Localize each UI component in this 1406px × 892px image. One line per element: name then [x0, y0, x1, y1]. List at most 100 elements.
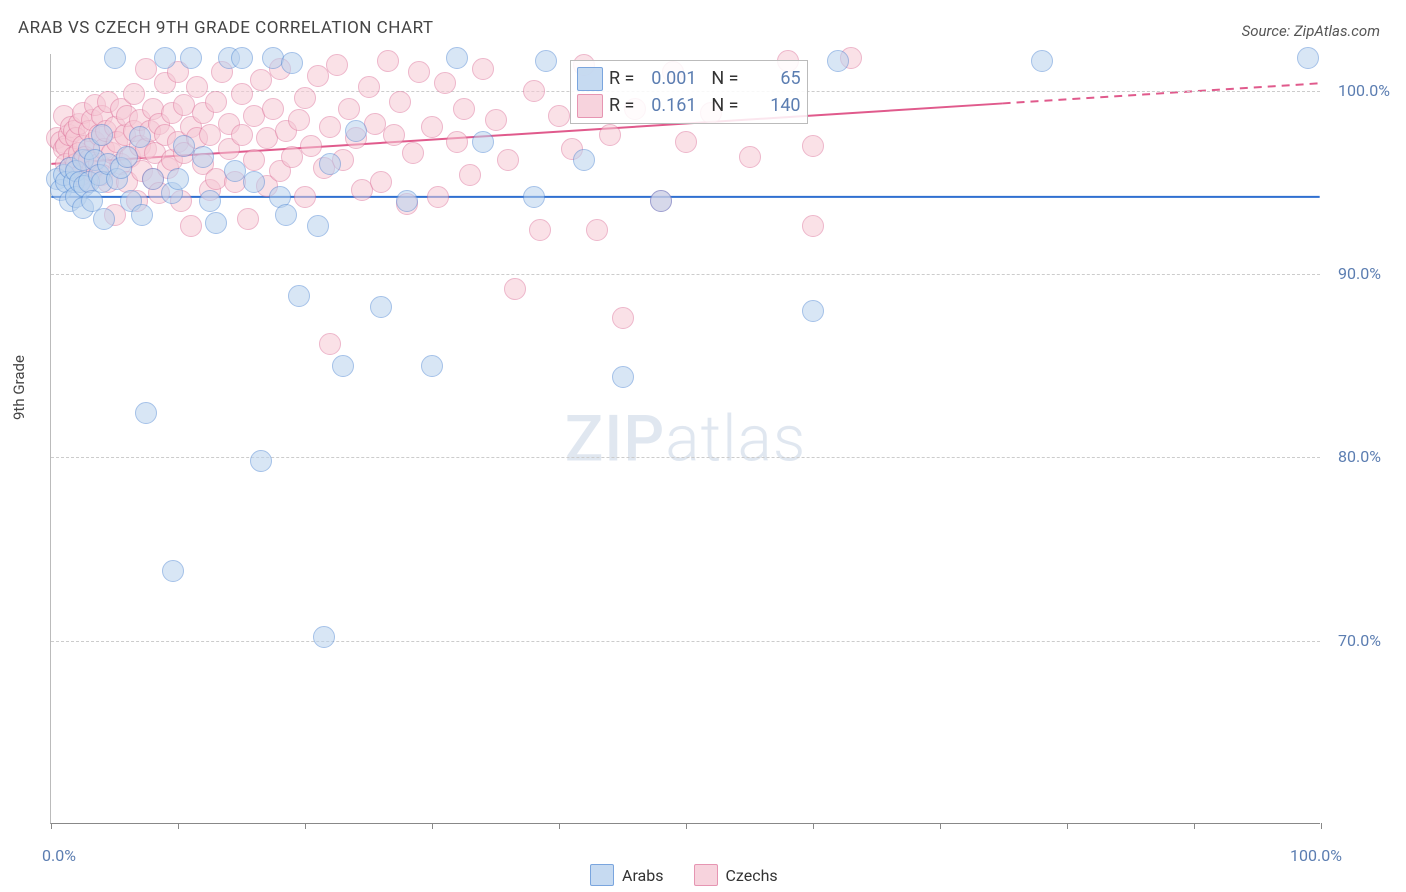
czechs-point: [123, 83, 145, 105]
arabs-point: [131, 204, 153, 226]
czechs-point: [739, 146, 761, 168]
arabs-point: [288, 285, 310, 307]
arabs-point: [162, 560, 184, 582]
czechs-point: [421, 116, 443, 138]
arabs-point: [396, 190, 418, 212]
czechs-point: [319, 116, 341, 138]
legend-label: Arabs: [622, 866, 664, 885]
legend-stats-box: R =0.001 N =65R =0.161 N =140: [570, 60, 808, 124]
czechs-point: [523, 80, 545, 102]
czechs-point: [459, 164, 481, 186]
arabs-point: [275, 204, 297, 226]
czechs-point: [612, 307, 634, 329]
plot-area: ZIPatlas: [50, 54, 1320, 824]
arabs-point: [199, 190, 221, 212]
arabs-point: [802, 300, 824, 322]
czechs-point: [446, 131, 468, 153]
x-tick: [51, 823, 52, 829]
legend-n-value: 65: [745, 65, 801, 92]
arabs-point: [827, 50, 849, 72]
x-tick: [813, 823, 814, 829]
x-tick: [1194, 823, 1195, 829]
legend-item-czechs: Czechs: [694, 864, 778, 886]
arabs-point: [523, 186, 545, 208]
czechs-point: [389, 91, 411, 113]
arabs-point: [370, 296, 392, 318]
legend-r-label: R =: [609, 92, 634, 119]
czechs-point: [319, 333, 341, 355]
arabs-point: [104, 47, 126, 69]
czechs-point: [548, 105, 570, 127]
y-axis-label: 9th Grade: [10, 355, 28, 420]
arabs-point: [1031, 50, 1053, 72]
swatch-icon: [577, 94, 603, 118]
x-tick: [305, 823, 306, 829]
arabs-point: [573, 149, 595, 171]
czechs-point: [402, 142, 424, 164]
gridline: [51, 641, 1320, 642]
chart-source: Source: ZipAtlas.com: [1242, 22, 1380, 40]
arabs-point: [93, 208, 115, 230]
arabs-point: [231, 47, 253, 69]
arabs-point: [332, 355, 354, 377]
x-tick: [686, 823, 687, 829]
legend-n-label: N =: [702, 92, 738, 119]
x-tick: [559, 823, 560, 829]
legend-item-arabs: Arabs: [590, 864, 664, 886]
x-tick-label: 0.0%: [42, 846, 76, 865]
arabs-point: [142, 168, 164, 190]
y-tick-label: 100.0%: [1338, 81, 1390, 100]
czechs-point: [231, 124, 253, 146]
legend-bottom: Arabs Czechs: [590, 864, 778, 886]
czechs-point: [427, 186, 449, 208]
czechs-point: [358, 76, 380, 98]
czechs-point: [408, 61, 430, 83]
arabs-point: [421, 355, 443, 377]
czechs-point: [294, 186, 316, 208]
arabs-point: [154, 47, 176, 69]
legend-n-label: N =: [702, 65, 738, 92]
x-tick: [432, 823, 433, 829]
czechs-point: [205, 91, 227, 113]
czechs-point: [802, 215, 824, 237]
czechs-point: [370, 171, 392, 193]
y-tick-label: 70.0%: [1338, 631, 1381, 650]
chart-container: ARAB VS CZECH 9TH GRADE CORRELATION CHAR…: [0, 0, 1406, 892]
swatch-icon: [590, 864, 614, 886]
czechs-point: [180, 215, 202, 237]
arabs-point: [205, 212, 227, 234]
czechs-point: [243, 149, 265, 171]
czechs-point: [802, 135, 824, 157]
arabs-point: [135, 402, 157, 424]
czechs-point: [472, 58, 494, 80]
gridline: [51, 274, 1320, 275]
arabs-point: [192, 146, 214, 168]
czechs-point: [231, 83, 253, 105]
x-tick: [1067, 823, 1068, 829]
x-tick: [178, 823, 179, 829]
czechs-point: [599, 124, 621, 146]
czechs-point: [586, 219, 608, 241]
czechs-point: [529, 219, 551, 241]
legend-label: Czechs: [726, 866, 778, 885]
legend-stats-row-czechs: R =0.161 N = 140: [577, 92, 801, 119]
czechs-point: [675, 131, 697, 153]
arabs-point: [250, 450, 272, 472]
arabs-point: [91, 124, 113, 146]
czechs-point: [250, 69, 272, 91]
czechs-point: [262, 98, 284, 120]
czechs-point: [485, 109, 507, 131]
legend-n-value: 140: [745, 92, 801, 119]
legend-r-value: 0.161: [640, 92, 696, 119]
legend-r-label: R =: [609, 65, 634, 92]
arabs-point: [313, 626, 335, 648]
arabs-point: [129, 126, 151, 148]
czechs-point: [288, 109, 310, 131]
x-tick: [1321, 823, 1322, 829]
czechs-point: [377, 50, 399, 72]
y-tick-label: 90.0%: [1338, 264, 1381, 283]
czechs-point: [237, 208, 259, 230]
swatch-icon: [694, 864, 718, 886]
swatch-icon: [577, 67, 603, 91]
czechs-point: [307, 65, 329, 87]
